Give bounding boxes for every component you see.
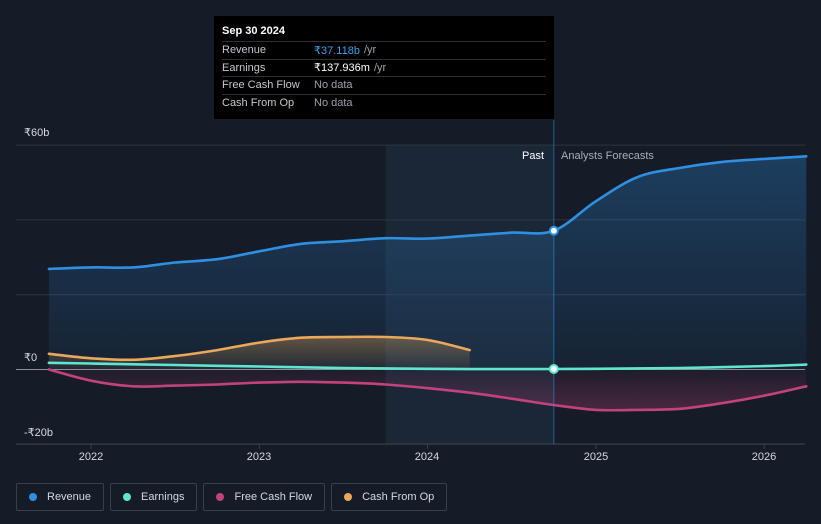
cash-from-op-area bbox=[48, 336, 470, 370]
x-tick-label: 2024 bbox=[414, 451, 440, 463]
x-tick-label: 2023 bbox=[246, 451, 272, 463]
legend-item-revenue[interactable]: Revenue bbox=[16, 483, 105, 511]
legend-item-earnings[interactable]: Earnings bbox=[110, 483, 198, 511]
legend-label: Free Cash Flow bbox=[234, 491, 313, 503]
revenue-marker bbox=[548, 225, 559, 236]
tooltip-value: No data bbox=[314, 96, 353, 109]
free-cash-flow-area bbox=[48, 369, 807, 411]
tooltip-unit: /yr bbox=[373, 61, 387, 74]
earnings-marker bbox=[548, 363, 559, 374]
tooltip-value: ₹137.936m bbox=[314, 62, 370, 75]
x-tick-label: 2022 bbox=[78, 451, 104, 463]
revenue-area bbox=[48, 156, 807, 370]
y-tick-label: ₹60b bbox=[24, 127, 50, 139]
tooltip-row-revenue: Revenue ₹37.118b /yr bbox=[222, 41, 546, 59]
cash-from-op-dot-icon bbox=[344, 493, 353, 501]
legend-label: Earnings bbox=[141, 491, 185, 503]
tooltip-row-earnings: Earnings ₹137.936m /yr bbox=[222, 58, 546, 77]
past-label: Past bbox=[522, 150, 545, 162]
revenue-line bbox=[47, 155, 808, 271]
tooltip-row-fcf: Free Cash Flow No data bbox=[222, 76, 546, 94]
cash-from-op-line bbox=[47, 335, 471, 362]
x-tick-label: 2025 bbox=[583, 451, 609, 463]
free-cash-flow-dot-icon bbox=[216, 493, 225, 501]
tooltip-label: Revenue bbox=[222, 44, 267, 57]
legend-item-cash-from-op[interactable]: Cash From Op bbox=[331, 483, 448, 511]
y-tick-label: ₹0 bbox=[24, 352, 38, 364]
tooltip-unit: /yr bbox=[363, 44, 377, 57]
earnings-line bbox=[47, 361, 808, 371]
legend-label: Cash From Op bbox=[362, 491, 435, 503]
tooltip-row-cfo: Cash From Op No data bbox=[222, 93, 546, 112]
tooltip-label: Earnings bbox=[222, 61, 266, 74]
free-cash-flow-line bbox=[47, 368, 808, 412]
tooltip-value: ₹37.118b bbox=[314, 44, 360, 57]
legend-item-free-cash-flow[interactable]: Free Cash Flow bbox=[203, 483, 326, 511]
revenue-dot-icon bbox=[29, 493, 37, 501]
y-tick-label: -₹20b bbox=[24, 427, 54, 439]
tooltip-date: Sep 30 2024 bbox=[222, 25, 285, 37]
legend-label: Revenue bbox=[47, 491, 92, 503]
tooltip-label: Free Cash Flow bbox=[222, 79, 300, 92]
tooltip-label: Cash From Op bbox=[222, 96, 295, 109]
earnings-dot-icon bbox=[123, 493, 132, 501]
x-tick-label: 2026 bbox=[751, 451, 777, 463]
tooltip-value: No data bbox=[314, 79, 353, 92]
chart-legend: Revenue Earnings Free Cash Flow Cash Fro… bbox=[16, 483, 448, 511]
forecast-label: Analysts Forecasts bbox=[561, 150, 654, 162]
data-tooltip: Sep 30 2024 Revenue ₹37.118b /yr Earning… bbox=[214, 16, 554, 119]
